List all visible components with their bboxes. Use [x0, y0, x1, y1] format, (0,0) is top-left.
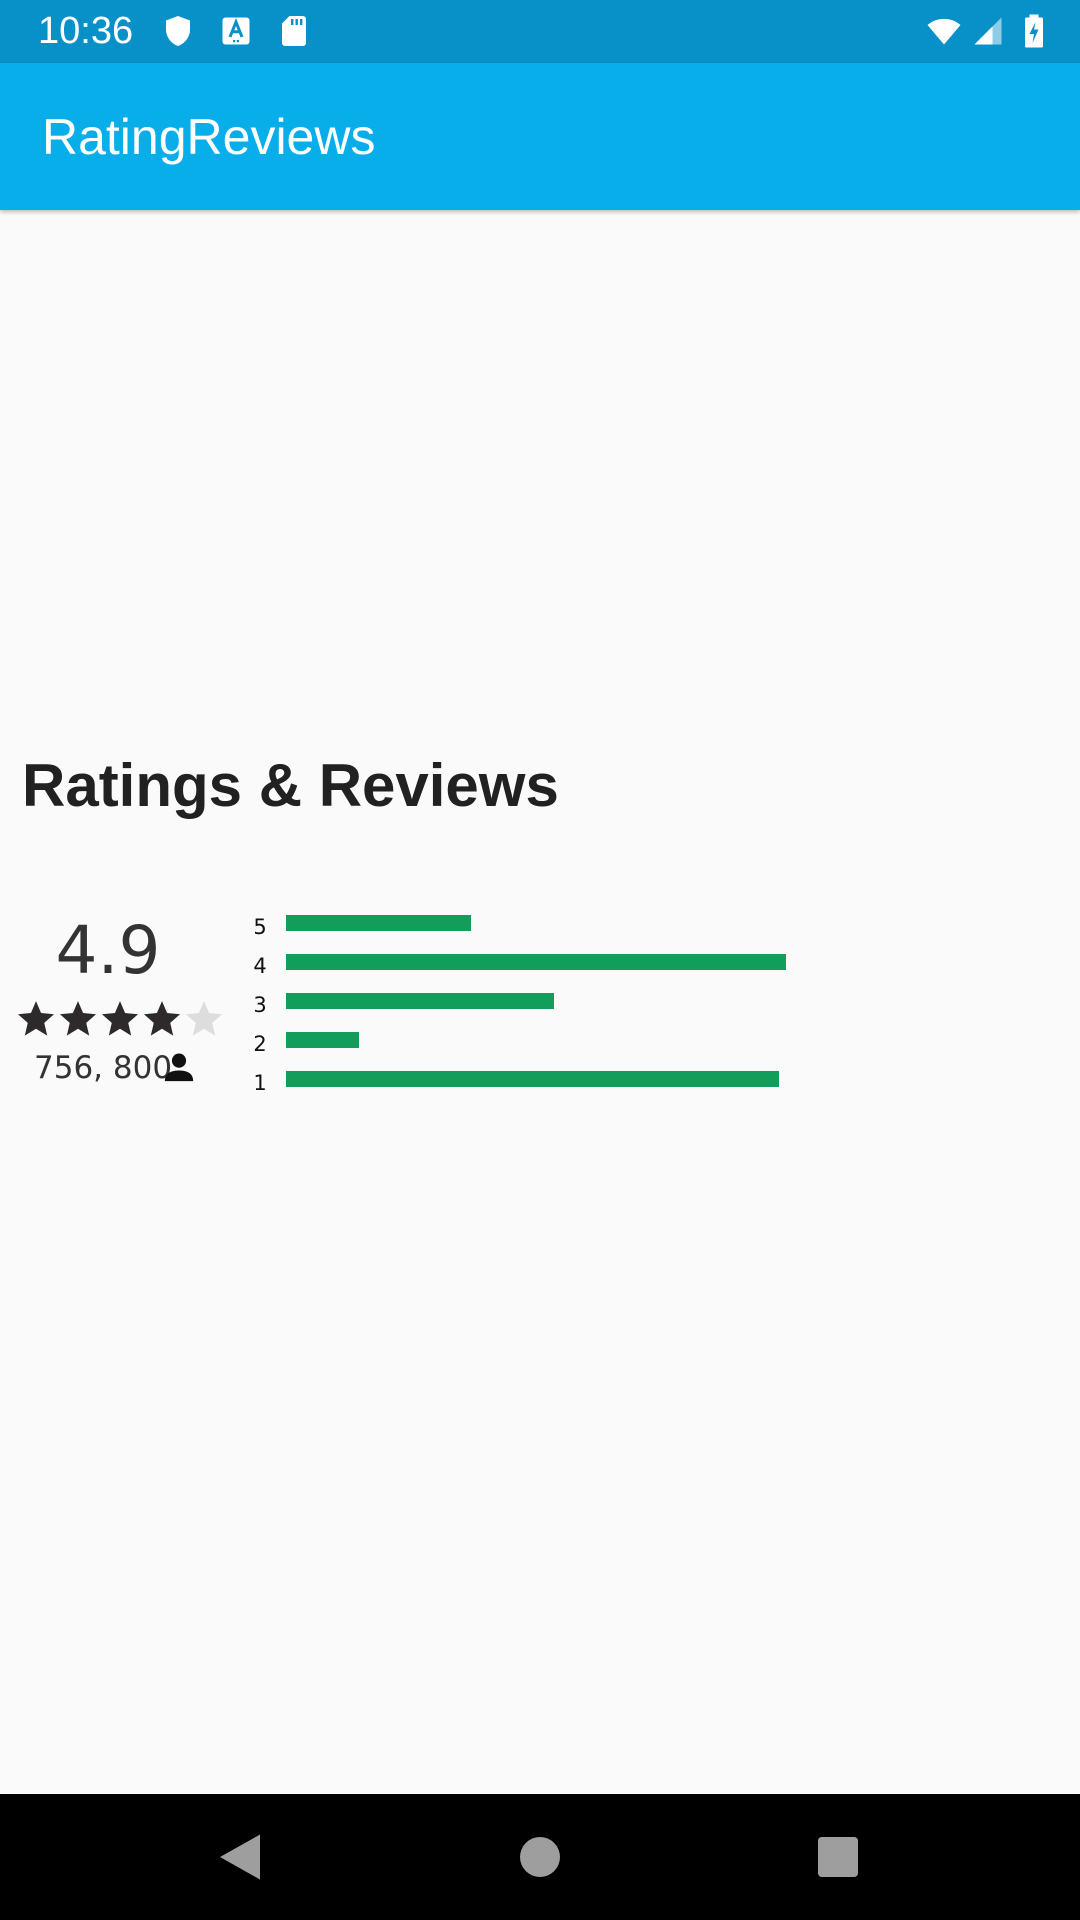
rating-bar-label: 4 [253, 954, 267, 978]
person-icon [164, 1053, 194, 1082]
rating-bar [286, 1071, 779, 1087]
rating-summary: 4.9 756, 800 [0, 900, 240, 1100]
rating-bar-label: 2 [253, 1032, 267, 1056]
star-filled-icon [17, 1001, 55, 1036]
star-filled-icon [101, 1001, 139, 1036]
text-a-icon [222, 17, 250, 45]
rating-stars [15, 998, 225, 1040]
rating-bar-label: 5 [253, 915, 267, 939]
rating-bar-label: 1 [253, 1071, 267, 1095]
rating-bar-label: 3 [253, 993, 267, 1017]
rating-bar [286, 954, 786, 970]
rating-distribution: 5 4 3 2 1 [250, 905, 810, 1105]
battery-charging-icon [1025, 14, 1043, 48]
wifi-icon [927, 18, 961, 45]
status-time: 10:36 [38, 10, 134, 52]
sd-card-icon [282, 16, 306, 46]
home-icon[interactable] [510, 1827, 570, 1887]
reviews-count: 756, 800 [34, 1050, 173, 1086]
star-empty-icon [185, 1001, 223, 1036]
rating-bar [286, 993, 554, 1009]
star-filled-icon [143, 1001, 181, 1036]
rating-value: 4.9 [55, 912, 161, 989]
cell-signal-icon [974, 17, 1002, 45]
section-title: Ratings & Reviews [22, 752, 559, 819]
star-filled-icon [59, 1001, 97, 1036]
navigation-bar [0, 1794, 1080, 1920]
app-title: RatingReviews [42, 109, 376, 165]
rating-bar [286, 915, 471, 931]
app-bar: RatingReviews [0, 63, 1080, 210]
rating-bar [286, 1032, 359, 1048]
status-bar: 10:36 [0, 0, 1080, 63]
recents-icon[interactable] [808, 1827, 868, 1887]
back-icon[interactable] [210, 1827, 270, 1887]
shield-icon [166, 16, 190, 46]
